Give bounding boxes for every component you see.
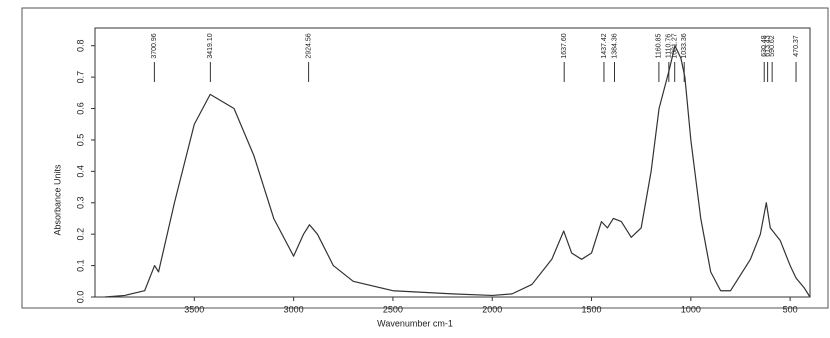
x-tick-label: 1000 bbox=[681, 304, 701, 314]
x-tick-label: 2000 bbox=[482, 304, 502, 314]
peak-label: 590.62 bbox=[769, 35, 776, 57]
peak-label: 3419.10 bbox=[207, 33, 214, 58]
peak-label: 470.37 bbox=[793, 35, 800, 57]
x-tick-label: 2500 bbox=[383, 304, 403, 314]
peak-label: 1637.60 bbox=[561, 33, 568, 58]
plot-border bbox=[94, 27, 811, 298]
y-tick-label: 0.3 bbox=[75, 197, 85, 210]
peak-label: 3700.96 bbox=[151, 33, 158, 58]
spectrum-line bbox=[104, 45, 811, 298]
y-tick-label: 0.2 bbox=[75, 228, 85, 241]
frame bbox=[21, 7, 829, 309]
peak-label: 1384.36 bbox=[611, 33, 618, 58]
peak-label: 1437.42 bbox=[601, 33, 608, 58]
x-axis-label: Wavenumber cm-1 bbox=[377, 318, 453, 328]
x-tick-label: 3000 bbox=[284, 304, 304, 314]
x-tick-label: 1500 bbox=[582, 304, 602, 314]
y-tick-label: 0.0 bbox=[75, 291, 85, 304]
y-tick-label: 0.7 bbox=[75, 71, 85, 84]
peak-label: 1160.85 bbox=[656, 34, 663, 59]
y-tick-label: 0.8 bbox=[75, 39, 85, 52]
x-tick-label: 3500 bbox=[184, 304, 204, 314]
y-tick-label: 0.1 bbox=[75, 259, 85, 272]
peak-label: 613.43 bbox=[764, 35, 771, 57]
peak-label: 630.48 bbox=[761, 35, 768, 57]
peak-label: 1110.76 bbox=[666, 34, 673, 58]
x-tick-label: 500 bbox=[783, 304, 798, 314]
y-tick-label: 0.6 bbox=[75, 102, 85, 115]
peak-label: 2924.56 bbox=[305, 33, 312, 58]
y-tick-label: 0.5 bbox=[75, 134, 85, 147]
y-axis-label: Absorbance Units bbox=[52, 164, 62, 236]
y-tick-label: 0.4 bbox=[75, 165, 85, 178]
peak-label: 1033.36 bbox=[681, 33, 688, 58]
